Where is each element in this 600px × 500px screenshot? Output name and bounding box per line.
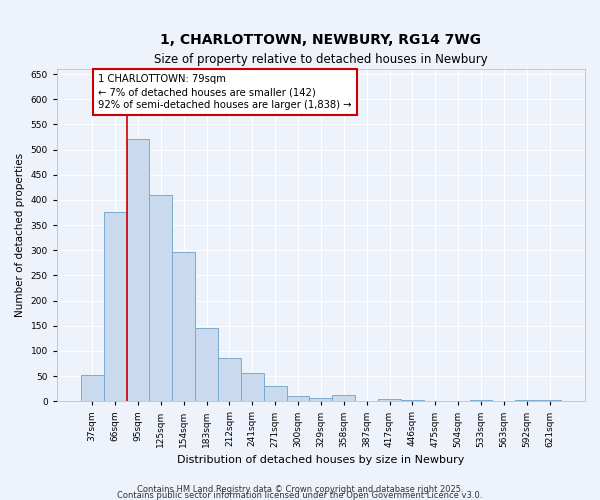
Bar [538, 400, 561, 402]
Bar [493, 401, 515, 402]
Bar [401, 400, 424, 402]
Bar [332, 395, 355, 402]
Bar [287, 396, 310, 402]
Bar [515, 400, 538, 402]
X-axis label: Distribution of detached houses by size in Newbury: Distribution of detached houses by size … [177, 455, 464, 465]
Bar [127, 140, 149, 402]
Bar [378, 398, 401, 402]
Text: Contains public sector information licensed under the Open Government Licence v3: Contains public sector information licen… [118, 490, 482, 500]
Bar [424, 401, 446, 402]
Title: Size of property relative to detached houses in Newbury: Size of property relative to detached ho… [154, 54, 488, 66]
Bar [470, 400, 493, 402]
Bar [355, 401, 378, 402]
Y-axis label: Number of detached properties: Number of detached properties [15, 153, 25, 317]
Text: 1 CHARLOTTOWN: 79sqm
← 7% of detached houses are smaller (142)
92% of semi-detac: 1 CHARLOTTOWN: 79sqm ← 7% of detached ho… [98, 74, 352, 110]
Bar [446, 401, 470, 402]
Bar [310, 398, 332, 402]
Bar [149, 195, 172, 402]
Bar [241, 372, 264, 402]
Text: Contains HM Land Registry data © Crown copyright and database right 2025.: Contains HM Land Registry data © Crown c… [137, 484, 463, 494]
Bar [104, 212, 127, 402]
Bar [218, 358, 241, 402]
Bar [264, 386, 287, 402]
Bar [172, 252, 195, 402]
Text: 1, CHARLOTTOWN, NEWBURY, RG14 7WG: 1, CHARLOTTOWN, NEWBURY, RG14 7WG [160, 34, 481, 48]
Bar [195, 328, 218, 402]
Bar [81, 375, 104, 402]
